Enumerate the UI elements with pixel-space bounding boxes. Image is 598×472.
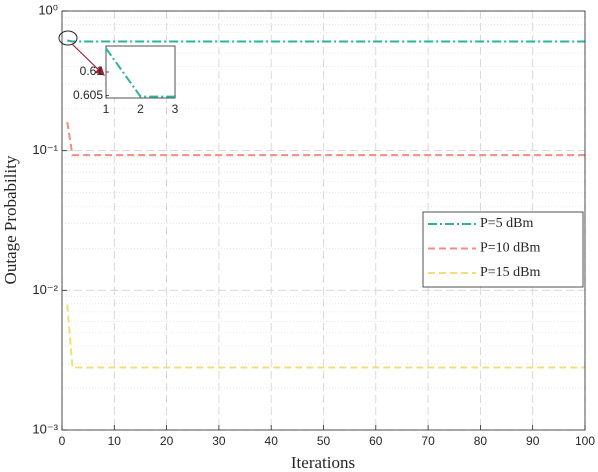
series-line xyxy=(66,304,585,369)
inset-frame xyxy=(105,45,176,99)
plot-frame xyxy=(61,10,586,431)
x-tick-label: 90 xyxy=(526,434,540,448)
y-tick-label: 10⁻² xyxy=(32,282,58,297)
inset-y-tick-label: 0.61 xyxy=(80,64,104,78)
series-line xyxy=(67,39,585,43)
x-tick-label: 100 xyxy=(575,434,595,448)
y-axis-label: Outage Probability xyxy=(1,155,20,284)
inset-line xyxy=(106,47,175,98)
y-tick-label: 10⁰ xyxy=(38,2,58,17)
x-tick-label: 60 xyxy=(369,434,383,448)
inset-x-tick-label: 3 xyxy=(172,102,179,116)
series-line xyxy=(66,122,585,157)
legend-label: P=5 dBm xyxy=(480,216,534,231)
y-tick-label: 10⁻³ xyxy=(32,421,58,436)
x-tick-label: 0 xyxy=(59,434,66,448)
inset-y-tick-label: 0.605 xyxy=(73,88,103,102)
x-tick-label: 40 xyxy=(265,434,279,448)
legend-label: P=15 dBm xyxy=(480,265,541,280)
zoom-arrow xyxy=(71,43,105,76)
y-tick-label: 10⁻¹ xyxy=(32,142,58,157)
x-tick-label: 10 xyxy=(108,434,122,448)
zoom-circle xyxy=(58,30,78,46)
legend-label: P=10 dBm xyxy=(480,241,541,256)
x-axis-label: Iterations xyxy=(291,453,355,472)
x-tick-label: 20 xyxy=(160,434,174,448)
x-tick-label: 30 xyxy=(212,434,226,448)
inset-x-tick-label: 2 xyxy=(137,102,144,116)
x-tick-label: 50 xyxy=(317,434,331,448)
inset-x-tick-label: 1 xyxy=(103,102,110,116)
x-tick-label: 80 xyxy=(474,434,488,448)
x-tick-label: 70 xyxy=(421,434,435,448)
